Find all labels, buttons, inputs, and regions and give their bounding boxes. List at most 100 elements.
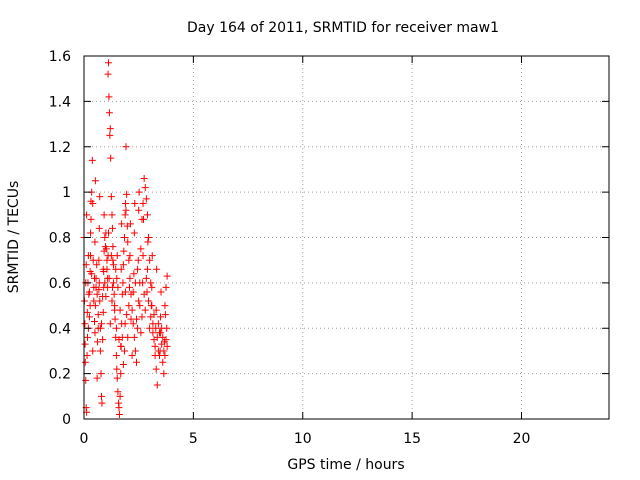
data-point <box>129 320 137 328</box>
data-point <box>131 347 139 355</box>
data-point <box>113 374 121 382</box>
data-point <box>115 404 123 412</box>
data-point <box>109 243 117 251</box>
data-point <box>84 333 91 341</box>
data-point <box>153 381 161 389</box>
data-point <box>134 256 142 264</box>
data-point <box>99 336 107 344</box>
data-point <box>110 261 118 269</box>
data-point <box>105 93 113 101</box>
data-point <box>93 290 101 298</box>
data-point <box>83 308 91 316</box>
y-tick-label: 0.4 <box>49 321 71 337</box>
x-tick-label: 0 <box>80 431 89 447</box>
data-point <box>103 256 111 264</box>
data-point <box>121 320 129 328</box>
data-point <box>124 238 132 246</box>
data-point <box>159 333 167 341</box>
data-point <box>120 247 128 255</box>
data-point <box>143 211 151 219</box>
data-point <box>85 288 93 296</box>
data-point <box>111 315 119 323</box>
data-point <box>99 308 107 316</box>
data-point <box>96 324 104 332</box>
data-point <box>82 376 90 384</box>
data-point <box>140 175 148 183</box>
data-point <box>163 272 171 280</box>
data-point <box>129 288 137 296</box>
data-point <box>108 224 116 232</box>
data-point <box>81 340 89 348</box>
data-point <box>91 274 98 282</box>
data-point <box>125 256 133 264</box>
data-point <box>137 245 145 253</box>
data-point <box>150 311 158 319</box>
data-point <box>120 347 128 355</box>
data-point <box>95 256 103 264</box>
data-point <box>146 256 154 264</box>
data-point <box>134 265 142 273</box>
data-point <box>128 306 136 314</box>
x-tick-label: 20 <box>513 431 531 447</box>
data-point <box>85 313 93 321</box>
data-point <box>142 274 150 282</box>
data-point <box>140 215 147 223</box>
data-point <box>88 156 96 164</box>
data-point <box>154 320 162 328</box>
data-point <box>81 358 89 366</box>
data-point <box>119 261 127 269</box>
data-point <box>117 342 125 350</box>
data-point <box>112 351 120 359</box>
data-point <box>104 252 112 260</box>
data-point <box>96 193 104 201</box>
data-point <box>98 399 106 407</box>
data-point <box>163 342 171 350</box>
data-point <box>107 154 115 162</box>
data-point <box>106 125 114 133</box>
data-point <box>115 410 123 418</box>
data-point <box>135 206 143 214</box>
data-point <box>98 392 105 400</box>
data-point <box>130 333 138 341</box>
data-point <box>161 338 168 346</box>
data-point <box>102 292 110 300</box>
data-point <box>108 211 116 219</box>
x-tick-label: 5 <box>189 431 198 447</box>
data-point <box>147 279 155 287</box>
data-point <box>119 279 127 287</box>
data-point <box>104 70 112 78</box>
data-point <box>94 311 102 319</box>
data-point <box>151 342 159 350</box>
data-point <box>122 288 130 296</box>
data-point <box>128 351 136 359</box>
data-point <box>125 302 133 310</box>
data-point <box>143 288 151 296</box>
data-point <box>141 306 149 314</box>
data-point <box>86 302 94 310</box>
data-point <box>160 370 168 378</box>
y-tick-label: 0.2 <box>49 367 71 383</box>
y-tick-label: 0 <box>62 412 71 428</box>
data-point <box>121 211 129 219</box>
data-point <box>105 109 113 117</box>
data-point <box>91 177 99 185</box>
data-point <box>105 229 112 237</box>
x-axis-label: GPS time / hours <box>287 457 404 473</box>
data-point <box>126 274 134 282</box>
data-point <box>116 392 124 400</box>
data-point <box>113 365 121 373</box>
data-point <box>135 297 143 305</box>
data-point <box>143 265 151 273</box>
data-point <box>92 283 100 291</box>
data-point <box>113 252 121 260</box>
data-point <box>145 297 153 305</box>
y-tick-label: 0.8 <box>49 231 71 247</box>
data-point <box>95 224 103 232</box>
data-point <box>133 358 140 366</box>
data-point <box>117 370 125 378</box>
data-point <box>96 297 104 305</box>
data-point <box>117 265 125 273</box>
data-point <box>152 306 160 314</box>
data-point <box>131 199 139 207</box>
